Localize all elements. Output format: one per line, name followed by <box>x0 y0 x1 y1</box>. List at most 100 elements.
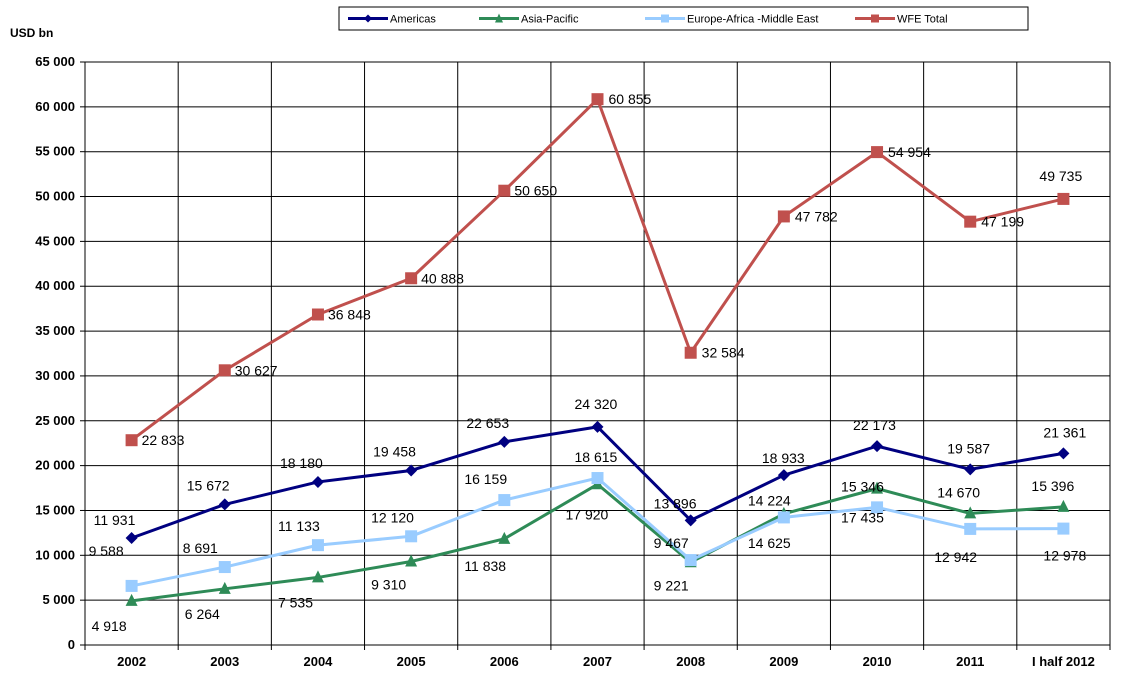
legend-label: Americas <box>390 14 436 26</box>
legend: Americas Asia-Pacific Europe-Africa -Middl… <box>338 6 1029 31</box>
data-label: 4 918 <box>92 618 127 634</box>
data-label: 54 954 <box>888 144 931 160</box>
data-point <box>405 554 418 567</box>
legend-label: Europe-Africa -Middle East <box>687 14 818 26</box>
axis-layer: 0 5 000 10 000 15 000 20 000 25 000 30 000 35 0… <box>35 54 1111 669</box>
data-label: 36 848 <box>328 307 371 323</box>
data-point <box>1057 522 1070 535</box>
data-point <box>1057 192 1070 205</box>
data-point <box>498 435 511 448</box>
data-point <box>125 579 138 592</box>
data-point <box>405 272 418 285</box>
data-point <box>311 570 324 583</box>
data-label: 60 855 <box>609 91 652 107</box>
data-label: 15 396 <box>1031 478 1074 494</box>
data-label: 18 615 <box>575 449 618 465</box>
data-point <box>311 475 324 488</box>
y-tick-label: 65 000 <box>35 54 75 69</box>
data-point <box>405 464 418 477</box>
series-asia-pacific <box>125 477 1070 606</box>
data-label: 18 933 <box>762 450 805 466</box>
data-label: 21 361 <box>1043 424 1086 440</box>
data-label: 13 896 <box>654 495 697 511</box>
data-point <box>125 531 138 544</box>
data-label: 22 173 <box>853 417 896 433</box>
data-point <box>684 346 697 359</box>
y-tick-label: 25 000 <box>35 413 75 428</box>
x-tick-label: 2002 <box>117 654 146 669</box>
legend-entry: Americas <box>348 14 436 26</box>
legend-label: Asia-Pacific <box>521 14 579 26</box>
y-tick-label: 10 000 <box>35 547 75 562</box>
data-label: 40 888 <box>421 270 464 286</box>
data-point <box>218 581 231 594</box>
data-label: 9 467 <box>654 535 689 551</box>
data-label: 49 735 <box>1039 168 1082 184</box>
data-point <box>684 514 697 527</box>
data-point <box>777 511 790 524</box>
data-label-layer: 11 931 15 672 18 180 19 458 22 653 24 320 13 8… <box>89 91 1087 634</box>
data-point <box>125 434 138 447</box>
data-point <box>218 561 231 574</box>
series-wfe-total <box>125 93 1070 447</box>
data-label: 30 627 <box>235 362 278 378</box>
y-tick-label: 0 <box>68 637 75 652</box>
data-point <box>1057 447 1070 460</box>
series-europe-africa-middle-east <box>125 472 1070 592</box>
y-tick-label: 40 000 <box>35 278 75 293</box>
data-point <box>311 308 324 321</box>
series-layer <box>125 93 1070 606</box>
y-tick-label: 30 000 <box>35 368 75 383</box>
data-label: 12 120 <box>371 509 414 525</box>
legend-entry: Europe-Africa -Middle East <box>645 14 818 26</box>
data-label: 11 931 <box>94 512 136 528</box>
data-point <box>964 463 977 476</box>
x-tick-label: I half 2012 <box>1032 654 1095 669</box>
legend-label: WFE Total <box>897 14 948 26</box>
data-point <box>311 539 324 552</box>
x-tick-label: 2010 <box>863 654 892 669</box>
data-point <box>871 440 884 453</box>
legend-marker <box>871 14 879 23</box>
x-tick-label: 2004 <box>303 654 333 669</box>
data-point <box>591 93 604 106</box>
data-point <box>964 522 977 535</box>
data-point <box>498 184 511 197</box>
data-label: 11 838 <box>464 558 506 574</box>
y-tick-label: 5 000 <box>42 592 75 607</box>
x-tick-label: 2006 <box>490 654 519 669</box>
x-tick-label: 2007 <box>583 654 612 669</box>
y-tick-label: 35 000 <box>35 323 75 338</box>
data-label: 17 435 <box>841 510 884 526</box>
data-point <box>125 593 138 606</box>
x-tick-label: 2009 <box>769 654 798 669</box>
data-label: 47 782 <box>795 208 838 224</box>
data-label: 14 224 <box>748 492 791 508</box>
data-label: 22 653 <box>466 415 509 431</box>
y-tick-label: 45 000 <box>35 233 75 248</box>
data-point <box>218 364 231 377</box>
data-label: 12 942 <box>934 549 977 565</box>
data-label: 6 264 <box>185 606 220 622</box>
x-tick-label: 2008 <box>676 654 705 669</box>
data-point <box>684 554 697 567</box>
data-label: 8 691 <box>183 540 218 556</box>
data-point <box>218 498 231 511</box>
data-label: 16 159 <box>464 471 507 487</box>
data-label: 15 346 <box>841 478 884 494</box>
grid-layer <box>84 61 1111 646</box>
data-point <box>591 420 604 433</box>
data-label: 19 458 <box>373 443 416 459</box>
legend-marker <box>661 14 669 23</box>
data-label: 19 587 <box>947 440 990 456</box>
data-label: 17 920 <box>566 506 609 522</box>
data-point <box>405 530 418 543</box>
data-point <box>871 501 884 514</box>
y-tick-label: 60 000 <box>35 99 75 114</box>
data-label: 7 535 <box>278 594 313 610</box>
data-label: 11 133 <box>278 518 320 534</box>
data-point <box>777 210 790 223</box>
legend-entry: WFE Total <box>855 14 948 26</box>
